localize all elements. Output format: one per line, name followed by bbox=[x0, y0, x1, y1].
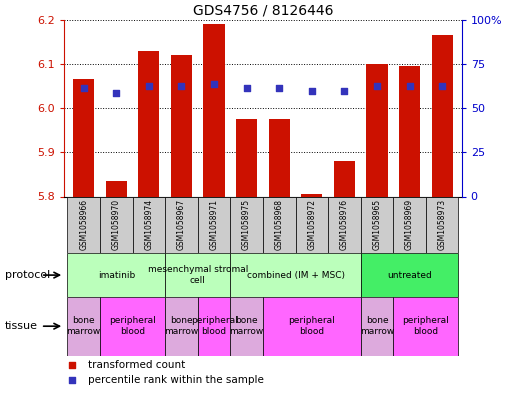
Text: GSM1058972: GSM1058972 bbox=[307, 199, 317, 250]
Point bbox=[405, 83, 413, 89]
Text: percentile rank within the sample: percentile rank within the sample bbox=[88, 375, 264, 385]
Bar bbox=[67, 253, 165, 297]
Bar bbox=[171, 55, 192, 196]
Text: GSM1058973: GSM1058973 bbox=[438, 199, 447, 250]
Bar bbox=[426, 196, 459, 253]
Bar bbox=[165, 253, 230, 297]
Text: tissue: tissue bbox=[5, 321, 38, 331]
Bar bbox=[67, 297, 100, 356]
Bar bbox=[263, 196, 295, 253]
Bar bbox=[230, 196, 263, 253]
Bar bbox=[295, 196, 328, 253]
Point bbox=[177, 83, 186, 89]
Text: peripheral
blood: peripheral blood bbox=[288, 316, 335, 336]
Bar bbox=[393, 196, 426, 253]
Bar bbox=[328, 196, 361, 253]
Point bbox=[112, 90, 121, 96]
Point bbox=[210, 81, 218, 87]
Point bbox=[340, 88, 348, 94]
Bar bbox=[361, 253, 459, 297]
Point bbox=[145, 83, 153, 89]
Bar bbox=[366, 64, 387, 196]
Bar bbox=[431, 35, 453, 197]
Text: combined (IM + MSC): combined (IM + MSC) bbox=[247, 271, 345, 279]
Text: bone
marrow: bone marrow bbox=[67, 316, 101, 336]
Text: GSM1058976: GSM1058976 bbox=[340, 199, 349, 250]
Bar bbox=[67, 196, 100, 253]
Bar bbox=[361, 196, 393, 253]
Bar bbox=[230, 253, 361, 297]
Bar bbox=[198, 297, 230, 356]
Bar bbox=[165, 297, 198, 356]
Bar bbox=[230, 297, 263, 356]
Text: GSM1058970: GSM1058970 bbox=[112, 199, 121, 250]
Bar bbox=[393, 297, 459, 356]
Bar bbox=[73, 79, 94, 196]
Text: protocol: protocol bbox=[5, 270, 50, 280]
Bar bbox=[100, 297, 165, 356]
Bar bbox=[334, 161, 355, 196]
Point bbox=[80, 85, 88, 91]
Text: bone
marrow: bone marrow bbox=[360, 316, 394, 336]
Point bbox=[373, 83, 381, 89]
Text: untreated: untreated bbox=[387, 271, 432, 279]
Bar bbox=[100, 196, 132, 253]
Text: peripheral
blood: peripheral blood bbox=[109, 316, 156, 336]
Bar bbox=[204, 24, 225, 196]
Point bbox=[308, 88, 316, 94]
Bar bbox=[106, 181, 127, 196]
Text: GSM1058967: GSM1058967 bbox=[177, 199, 186, 250]
Bar bbox=[165, 196, 198, 253]
Point bbox=[68, 362, 76, 368]
Bar bbox=[361, 297, 393, 356]
Bar bbox=[139, 51, 160, 196]
Bar bbox=[269, 119, 290, 196]
Text: peripheral
blood: peripheral blood bbox=[191, 316, 238, 336]
Text: peripheral
blood: peripheral blood bbox=[403, 316, 449, 336]
Text: imatinib: imatinib bbox=[97, 271, 135, 279]
Title: GDS4756 / 8126446: GDS4756 / 8126446 bbox=[193, 3, 333, 17]
Text: GSM1058969: GSM1058969 bbox=[405, 199, 414, 250]
Text: GSM1058966: GSM1058966 bbox=[79, 199, 88, 250]
Text: GSM1058971: GSM1058971 bbox=[209, 199, 219, 250]
Point bbox=[68, 377, 76, 383]
Bar bbox=[399, 66, 420, 196]
Point bbox=[243, 85, 251, 91]
Text: GSM1058968: GSM1058968 bbox=[274, 199, 284, 250]
Point bbox=[438, 83, 446, 89]
Text: GSM1058975: GSM1058975 bbox=[242, 199, 251, 250]
Text: mesenchymal stromal
cell: mesenchymal stromal cell bbox=[148, 265, 248, 285]
Text: GSM1058974: GSM1058974 bbox=[144, 199, 153, 250]
Bar bbox=[301, 194, 322, 196]
Bar bbox=[198, 196, 230, 253]
Point bbox=[275, 85, 283, 91]
Text: transformed count: transformed count bbox=[88, 360, 185, 370]
Bar bbox=[132, 196, 165, 253]
Text: bone
marrow: bone marrow bbox=[229, 316, 264, 336]
Bar bbox=[263, 297, 361, 356]
Text: bone
marrow: bone marrow bbox=[164, 316, 199, 336]
Bar bbox=[236, 119, 257, 196]
Text: GSM1058965: GSM1058965 bbox=[372, 199, 382, 250]
